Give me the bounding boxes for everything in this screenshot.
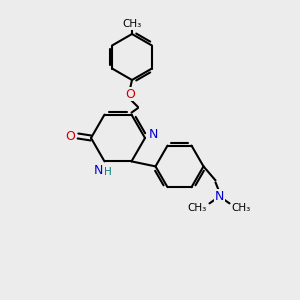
Text: H: H [103, 167, 111, 177]
Text: N: N [94, 164, 103, 177]
Text: CH₃: CH₃ [188, 203, 207, 213]
Text: O: O [125, 88, 135, 100]
Text: CH₃: CH₃ [122, 19, 142, 29]
Text: N: N [148, 128, 158, 142]
Text: N: N [215, 190, 224, 203]
Text: CH₃: CH₃ [232, 203, 251, 213]
Text: O: O [65, 130, 75, 142]
